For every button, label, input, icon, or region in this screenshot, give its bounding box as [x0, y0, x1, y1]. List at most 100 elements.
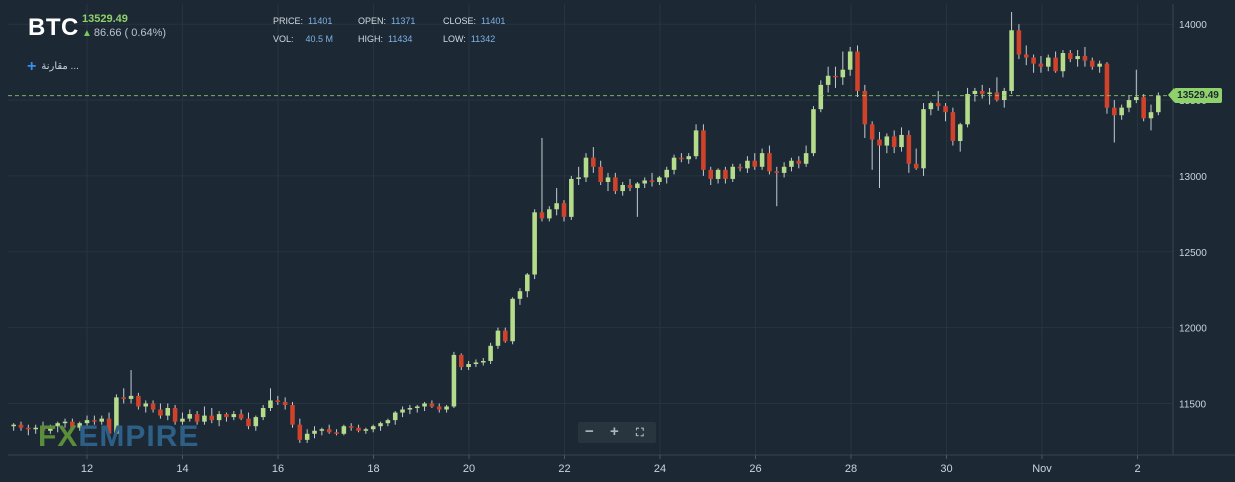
candle-body-down	[1068, 53, 1073, 60]
candle-body-up	[370, 426, 376, 430]
candle-body-up	[965, 93, 970, 125]
candle-body-up	[1060, 53, 1066, 72]
y-tick-label: 14000	[1179, 20, 1207, 31]
y-tick-label: 11500	[1179, 399, 1207, 410]
plus-icon: +	[27, 58, 37, 75]
compare-button[interactable]: + مقارنة ...	[27, 58, 79, 76]
candle	[972, 87, 978, 102]
candle-body-up	[1119, 107, 1124, 116]
candle-body-up	[378, 423, 383, 427]
zoom-out-button[interactable]: −	[585, 423, 594, 440]
candle	[356, 424, 361, 433]
candle	[414, 404, 420, 413]
candle-body-down	[561, 203, 567, 217]
candle-body-up	[319, 429, 325, 431]
candle	[26, 424, 31, 436]
candle	[70, 418, 75, 431]
x-tick-label: 14	[176, 463, 188, 475]
watermark-empire: EMPIRE	[78, 420, 200, 453]
candle	[62, 418, 68, 428]
candle-body-down	[1016, 30, 1022, 55]
candle	[378, 421, 383, 431]
candle	[1075, 49, 1080, 67]
candle	[231, 411, 237, 421]
candle	[1038, 56, 1044, 73]
candle	[400, 406, 405, 418]
candle	[11, 423, 16, 431]
candle	[304, 429, 310, 443]
candle-body-up	[444, 406, 449, 410]
candle-body-down	[326, 429, 332, 433]
candle-body-up	[99, 418, 104, 422]
candle-body-down	[1053, 57, 1058, 72]
candle	[422, 401, 427, 412]
candle	[1104, 62, 1110, 114]
candle	[899, 127, 904, 152]
candle-body-down	[613, 177, 618, 192]
candle-body-up	[466, 364, 471, 368]
candle	[290, 401, 295, 428]
candle-body-down	[1038, 63, 1044, 67]
candle-body-down	[979, 90, 985, 94]
candle	[686, 153, 692, 164]
candle	[1134, 69, 1139, 104]
candle	[429, 400, 435, 409]
candle-body-up	[473, 362, 479, 365]
candle	[246, 412, 251, 430]
candle	[392, 411, 398, 425]
candle	[979, 84, 985, 99]
candle	[591, 147, 596, 173]
stat-value: 11401	[481, 16, 506, 26]
candle-body-up	[77, 423, 82, 428]
candle	[503, 327, 508, 343]
candle-body-down	[18, 424, 24, 428]
candle-body-down	[297, 424, 303, 440]
x-tick-label: Nov	[1032, 463, 1052, 475]
candle	[884, 133, 890, 154]
candle	[671, 154, 677, 175]
candle	[348, 423, 354, 431]
candle	[363, 427, 369, 434]
candle	[627, 178, 633, 192]
candle-body-up	[312, 430, 317, 434]
candle-body-up	[899, 134, 904, 148]
candle-body-down	[356, 427, 361, 431]
candle-body-down	[121, 397, 127, 399]
candle-body-down	[209, 415, 215, 421]
candle-body-up	[671, 157, 677, 170]
candle	[561, 200, 567, 222]
candle-body-up	[202, 415, 207, 422]
zoom-in-button[interactable]: +	[610, 423, 619, 440]
candle-body-up	[363, 429, 369, 431]
candle	[209, 408, 215, 424]
candle-body-down	[158, 409, 163, 416]
candle-body-down	[1104, 63, 1110, 108]
candle	[723, 166, 728, 184]
x-tick-label: 28	[845, 463, 857, 475]
candle-body-down	[136, 395, 141, 407]
candle	[737, 163, 743, 172]
candle	[701, 124, 706, 176]
candle	[840, 51, 846, 85]
candle	[158, 403, 163, 419]
candle	[811, 106, 816, 157]
candle-body-up	[811, 109, 816, 154]
candle	[106, 412, 112, 437]
candle	[370, 424, 376, 433]
candle	[994, 77, 1000, 102]
candle-body-down	[862, 90, 868, 125]
candle-body-up	[480, 360, 486, 363]
fullscreen-icon[interactable]: ⛶	[636, 427, 644, 439]
candle-body-up	[818, 84, 824, 110]
candle	[55, 421, 60, 433]
candle-body-up	[781, 166, 787, 173]
candle	[987, 87, 992, 105]
candle	[913, 148, 919, 170]
compare-label: مقارنة ...	[41, 61, 79, 72]
candle-body-down	[224, 414, 229, 418]
candle-body-down	[708, 169, 714, 179]
candle-body-up	[385, 420, 391, 424]
candle-body-up	[921, 109, 926, 169]
candle	[1016, 24, 1022, 60]
